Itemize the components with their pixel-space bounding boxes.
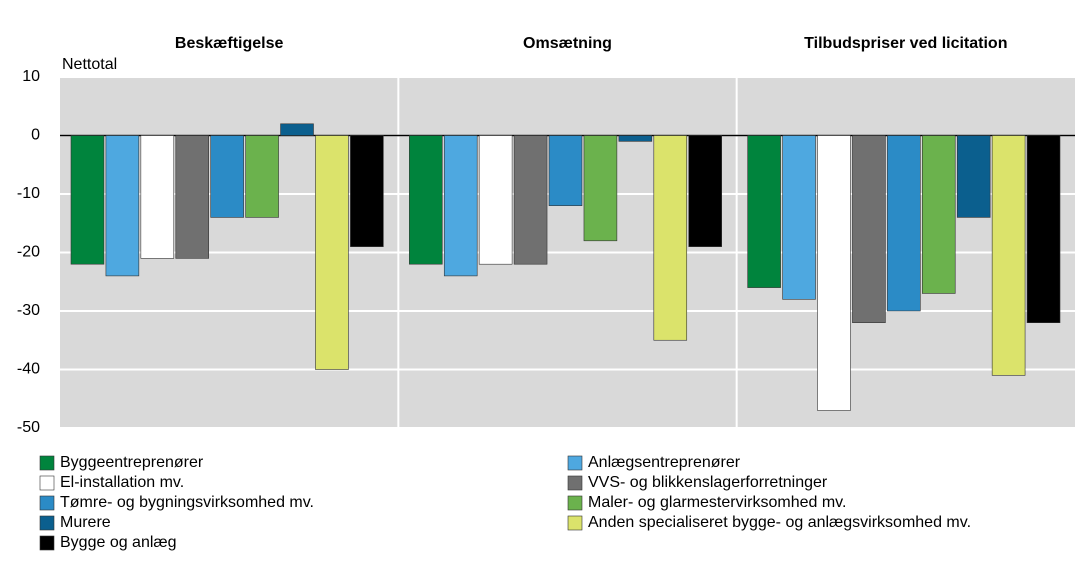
bar	[747, 135, 781, 288]
legend-label: Tømre- og bygningsvirksomhed mv.	[60, 494, 314, 511]
y-tick-label: -40	[17, 361, 40, 378]
legend-label: Anden specialiseret bygge- og anlægsvirk…	[588, 514, 971, 531]
legend-swatch	[39, 475, 55, 491]
legend-label: Byggeentreprenører	[60, 454, 204, 471]
y-tick-label: -10	[17, 185, 40, 202]
legend-label: Murere	[60, 514, 111, 531]
bar	[70, 135, 105, 265]
bar	[409, 135, 443, 265]
bar	[956, 135, 991, 218]
legend-swatch	[39, 515, 55, 531]
bar	[478, 135, 513, 265]
bar	[852, 135, 886, 323]
legend-swatch	[567, 495, 583, 511]
bar	[105, 135, 140, 277]
bar	[175, 135, 210, 259]
bar	[245, 135, 279, 218]
bar	[210, 135, 244, 218]
bar	[513, 135, 548, 265]
legend-label: Anlægsentreprenører	[588, 454, 741, 471]
bar	[817, 135, 851, 411]
legend-label: El-installation mv.	[60, 474, 184, 491]
bar	[618, 135, 653, 142]
legend-swatch	[567, 475, 583, 491]
bar	[887, 135, 921, 312]
bar	[315, 135, 349, 370]
bar	[1026, 135, 1061, 323]
y-axis-label: Nettotal	[62, 56, 117, 73]
y-tick-label: 0	[31, 127, 40, 144]
panel-title: Beskæftigelse	[175, 35, 284, 52]
bar	[140, 135, 175, 259]
legend-label: VVS- og blikkenslagerforretninger	[588, 474, 828, 491]
bar	[991, 135, 1026, 376]
panel-title: Tilbudspriser ved licitation	[804, 35, 1007, 52]
legend-label: Maler- og glarmestervirksomhed mv.	[588, 494, 846, 511]
bar	[350, 135, 384, 247]
y-tick-label: -20	[17, 244, 40, 261]
bar	[782, 135, 816, 300]
y-tick-label: 10	[22, 68, 40, 85]
panel-title: Omsætning	[523, 35, 612, 52]
legend-label: Bygge og anlæg	[60, 534, 177, 551]
y-tick-label: -50	[17, 419, 40, 436]
bar	[653, 135, 688, 341]
legend-swatch	[39, 535, 55, 551]
bar	[548, 135, 583, 206]
bar	[443, 135, 478, 277]
y-tick-label: -30	[17, 302, 40, 319]
legend-swatch	[567, 455, 583, 471]
bar	[583, 135, 618, 242]
bar	[280, 123, 314, 136]
legend-swatch	[39, 495, 55, 511]
bar	[921, 135, 956, 294]
legend-swatch	[39, 455, 55, 471]
legend-swatch	[567, 515, 583, 531]
bar	[688, 135, 722, 247]
